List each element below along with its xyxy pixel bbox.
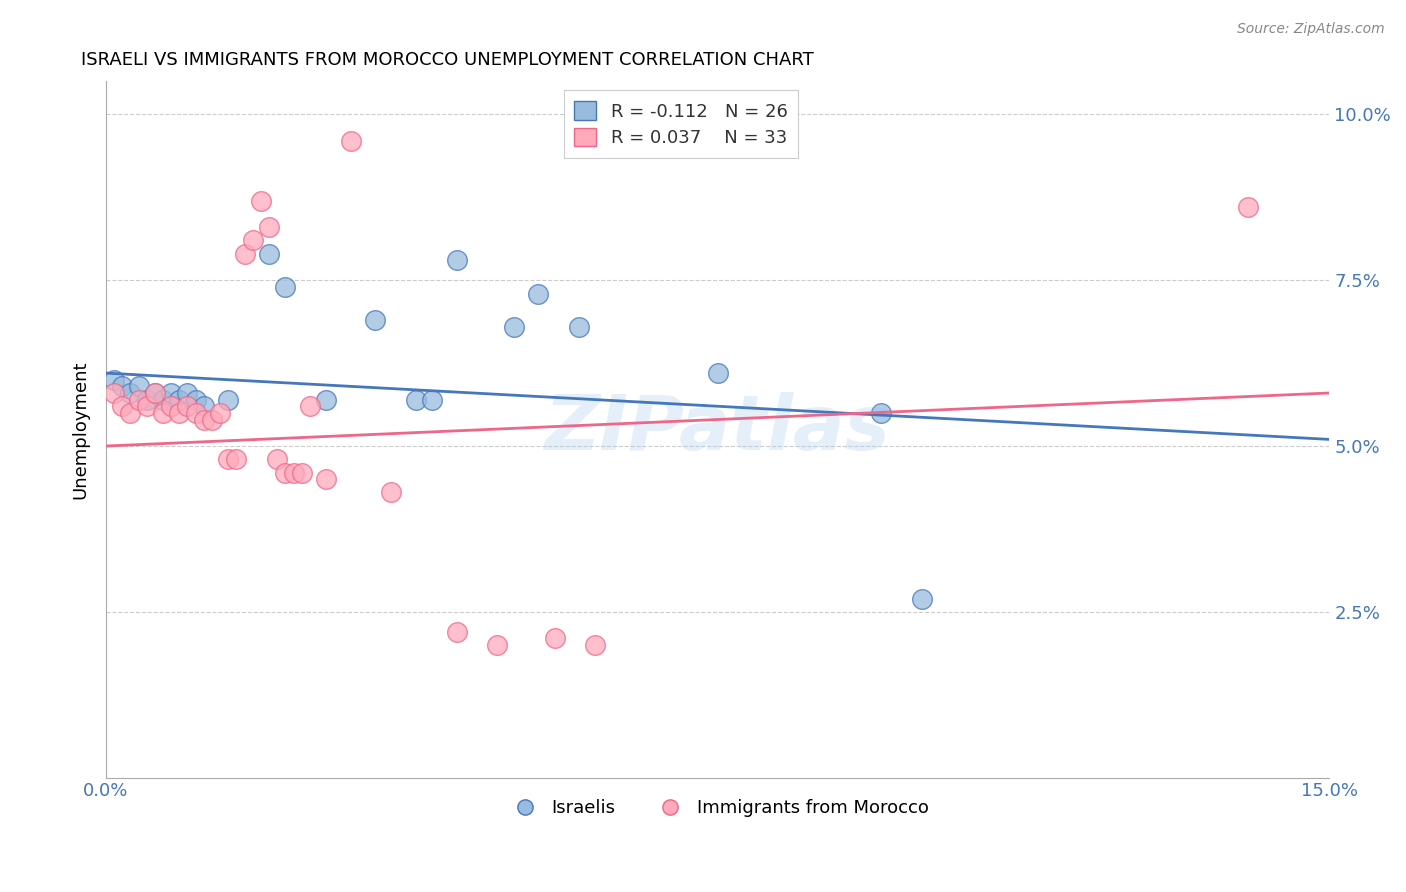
Point	[364, 313, 387, 327]
Point	[160, 386, 183, 401]
Point	[291, 466, 314, 480]
Point	[111, 399, 134, 413]
Point	[869, 406, 891, 420]
Point	[568, 319, 591, 334]
Point	[128, 392, 150, 407]
Point	[217, 452, 239, 467]
Point	[1236, 200, 1258, 214]
Point	[193, 399, 215, 413]
Point	[169, 406, 191, 420]
Point	[135, 399, 157, 413]
Point	[706, 366, 728, 380]
Point	[176, 399, 198, 413]
Point	[111, 379, 134, 393]
Point	[274, 280, 297, 294]
Point	[257, 246, 280, 260]
Point	[257, 220, 280, 235]
Point	[143, 386, 166, 401]
Point	[446, 253, 468, 268]
Point	[103, 373, 125, 387]
Point	[250, 194, 273, 208]
Point	[209, 406, 232, 420]
Point	[120, 386, 142, 401]
Point	[315, 392, 337, 407]
Point	[193, 412, 215, 426]
Text: ZIPatlas: ZIPatlas	[544, 392, 890, 467]
Point	[315, 472, 337, 486]
Point	[135, 392, 157, 407]
Point	[283, 466, 305, 480]
Point	[103, 386, 125, 401]
Point	[502, 319, 524, 334]
Y-axis label: Unemployment: Unemployment	[72, 360, 89, 499]
Point	[486, 638, 509, 652]
Point	[176, 386, 198, 401]
Point	[380, 485, 402, 500]
Point	[143, 386, 166, 401]
Point	[266, 452, 288, 467]
Point	[128, 379, 150, 393]
Point	[169, 392, 191, 407]
Point	[233, 246, 256, 260]
Text: ISRAELI VS IMMIGRANTS FROM MOROCCO UNEMPLOYMENT CORRELATION CHART: ISRAELI VS IMMIGRANTS FROM MOROCCO UNEMP…	[82, 51, 814, 69]
Point	[242, 234, 264, 248]
Point	[274, 466, 297, 480]
Point	[120, 406, 142, 420]
Point	[420, 392, 443, 407]
Point	[152, 406, 174, 420]
Point	[152, 392, 174, 407]
Point	[184, 406, 207, 420]
Point	[527, 286, 550, 301]
Text: Source: ZipAtlas.com: Source: ZipAtlas.com	[1237, 22, 1385, 37]
Point	[543, 632, 565, 646]
Point	[583, 638, 606, 652]
Point	[339, 134, 361, 148]
Legend: Israelis, Immigrants from Morocco: Israelis, Immigrants from Morocco	[499, 792, 936, 824]
Point	[184, 392, 207, 407]
Point	[298, 399, 321, 413]
Point	[217, 392, 239, 407]
Point	[910, 591, 932, 606]
Point	[225, 452, 247, 467]
Point	[405, 392, 427, 407]
Point	[160, 399, 183, 413]
Point	[201, 412, 224, 426]
Point	[446, 624, 468, 639]
